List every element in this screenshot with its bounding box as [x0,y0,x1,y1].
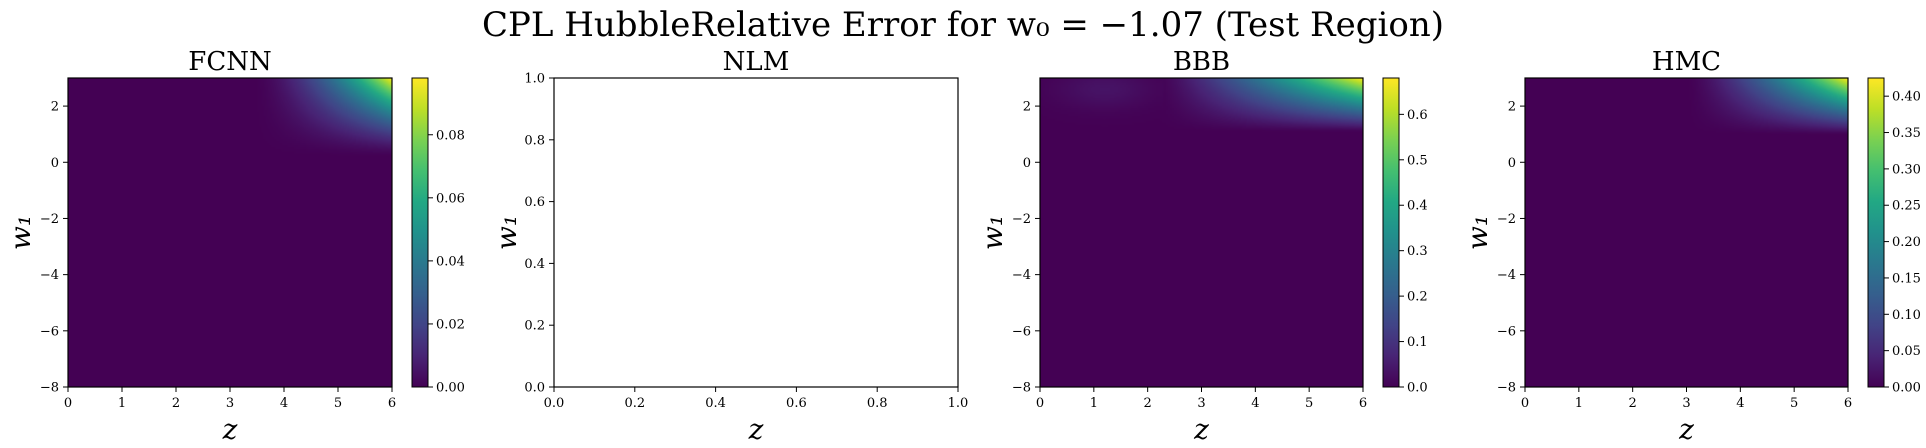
colorbar-tick-label: 0.00 [436,381,465,396]
colorbar-tick-label: 0.15 [1892,271,1921,286]
y-tick-label: −4 [1497,268,1516,283]
colorbar-tick-label: 0.5 [1407,153,1428,168]
x-tick-label: 0.2 [624,396,645,411]
x-tick-label: 0 [1521,396,1529,411]
colorbar-tick-label: 0.4 [1407,199,1428,214]
colorbar-tick-label: 0.10 [1892,308,1921,323]
colorbar-tick-label: 0.05 [1892,344,1921,359]
x-tick-label: 6 [1844,396,1852,411]
colorbar [1382,77,1400,388]
x-tick-label: 6 [388,396,396,411]
colorbar [1867,77,1885,388]
heatmap-image [1525,78,1848,387]
x-tick-label: 4 [280,396,288,411]
panel-nlm: NLM 0.0 0.2 0.4 0.6 0.8 1.0 0.0 0.2 0.4 0.6 0.8 1.0 z… [490,47,968,446]
y-tick-label: 0.4 [524,257,545,272]
y-tick-label: −6 [1012,324,1031,339]
y-axis-label: w₁ [490,215,523,250]
x-tick-label: 6 [1359,396,1367,411]
y-tick-label: 0.8 [524,133,545,148]
x-tick-label: 4 [1251,396,1259,411]
x-axis-label: z [748,413,764,446]
colorbar-tick-label: 0.20 [1892,235,1921,250]
panel-title: BBB [1173,47,1230,77]
x-tick-label: 0.6 [786,396,807,411]
colorbar-tick-label: 0.02 [436,317,465,332]
y-tick-label: −8 [40,381,59,396]
y-tick-label: −2 [1012,212,1031,227]
colorbar-tick-label: 0.0 [1407,381,1428,396]
x-tick-label: 2 [1629,396,1637,411]
colorbar [411,77,429,388]
y-axis-label: w₁ [976,215,1009,250]
x-tick-label: 0.0 [544,396,565,411]
colorbar-tick-label: 0.40 [1892,90,1921,105]
panel-title: HMC [1652,47,1721,77]
x-tick-label: 0 [64,396,72,411]
y-tick-label: −8 [1497,381,1516,396]
y-tick-label: 0 [1023,156,1031,171]
colorbar-tick-label: 0.6 [1407,108,1428,123]
y-tick-label: 1.0 [524,72,545,87]
x-tick-label: 1 [118,396,126,411]
x-tick-label: 1 [1090,396,1098,411]
colorbar-tick-label: 0.04 [436,254,465,269]
panel-title: FCNN [188,47,271,77]
colorbar-tick-label: 0.06 [436,191,465,206]
x-tick-label: 2 [1144,396,1152,411]
colorbar-tick-label: 0.25 [1892,199,1921,214]
y-tick-label: −6 [1497,324,1516,339]
y-tick-label: 2 [1508,100,1516,115]
panel-fcnn: FCNN 0 1 2 3 4 5 6 −8 −6 −4 −2 0 2 z w₁ 0.00 0.02 0.04 0.06… [4,47,465,446]
heatmap-image [1040,78,1363,387]
panel-bbb: BBB 0 1 2 3 4 5 6 −8 −6 −4 −2 0 2 z w₁ 0.0 0.1 0.2 0.3 0.4 0.… [976,47,1428,446]
y-tick-label: 0.0 [524,381,545,396]
y-tick-label: 0.2 [524,319,545,334]
colorbar-tick-label: 0.35 [1892,126,1921,141]
x-tick-label: 3 [1197,396,1205,411]
colorbar-tick-label: 0.08 [436,128,465,143]
y-axis-label: w₁ [4,215,37,250]
x-tick-label: 0.4 [705,396,726,411]
x-tick-label: 5 [1305,396,1313,411]
colorbar-tick-label: 0.00 [1892,381,1921,396]
x-tick-label: 1.0 [948,396,969,411]
x-tick-label: 5 [334,396,342,411]
y-tick-label: −6 [40,324,59,339]
y-tick-label: 0.6 [524,195,545,210]
y-tick-label: −2 [40,212,59,227]
colorbar-tick-label: 0.30 [1892,162,1921,177]
x-tick-label: 3 [1682,396,1690,411]
y-tick-label: −4 [1012,268,1031,283]
panel-hmc: HMC 0 1 2 3 4 5 6 −8 −6 −4 −2 0 2 z w₁ 0.00 0.05 0.10 0.15 0… [1461,47,1921,446]
y-tick-label: 0 [1508,156,1516,171]
x-axis-label: z [1193,413,1209,446]
colorbar-tick-label: 0.2 [1407,290,1428,305]
x-tick-label: 5 [1790,396,1798,411]
y-axis-label: w₁ [1461,215,1494,250]
colorbar-tick-label: 0.3 [1407,244,1428,259]
y-tick-label: 2 [51,100,59,115]
y-tick-label: 2 [1023,100,1031,115]
x-axis-label: z [222,413,238,446]
panel-title: NLM [723,47,790,77]
x-tick-label: 0 [1036,396,1044,411]
x-tick-label: 2 [172,396,180,411]
x-tick-label: 3 [226,396,234,411]
y-tick-label: −2 [1497,212,1516,227]
y-tick-label: −8 [1012,381,1031,396]
x-tick-label: 0.8 [867,396,888,411]
y-tick-label: 0 [51,156,59,171]
axes-frame [553,77,959,388]
x-axis-label: z [1678,413,1694,446]
heatmap-image [68,78,392,387]
figure-title: CPL HubbleRelative Error for w₀ = −1.07 … [482,5,1444,45]
x-tick-label: 4 [1736,396,1744,411]
colorbar-tick-label: 0.1 [1407,335,1428,350]
x-tick-label: 1 [1575,396,1583,411]
y-tick-label: −4 [40,268,59,283]
